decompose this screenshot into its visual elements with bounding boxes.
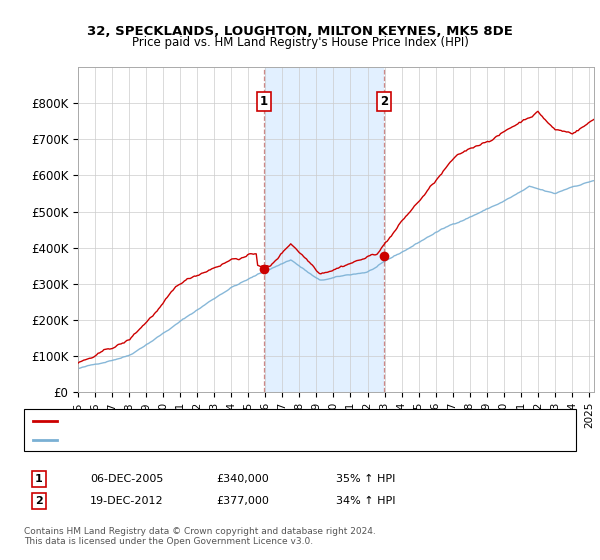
- Text: 35% ↑ HPI: 35% ↑ HPI: [336, 474, 395, 484]
- Text: 1: 1: [35, 474, 43, 484]
- Text: 2: 2: [380, 95, 388, 108]
- Text: £340,000: £340,000: [216, 474, 269, 484]
- Text: 19-DEC-2012: 19-DEC-2012: [90, 496, 164, 506]
- Text: Contains HM Land Registry data © Crown copyright and database right 2024.
This d: Contains HM Land Registry data © Crown c…: [24, 526, 376, 546]
- Text: HPI: Average price, detached house, Milton Keynes: HPI: Average price, detached house, Milt…: [63, 435, 328, 445]
- Text: 32, SPECKLANDS, LOUGHTON, MILTON KEYNES, MK5 8DE (detached house): 32, SPECKLANDS, LOUGHTON, MILTON KEYNES,…: [63, 416, 455, 426]
- Text: 34% ↑ HPI: 34% ↑ HPI: [336, 496, 395, 506]
- Text: 32, SPECKLANDS, LOUGHTON, MILTON KEYNES, MK5 8DE: 32, SPECKLANDS, LOUGHTON, MILTON KEYNES,…: [87, 25, 513, 38]
- Text: Price paid vs. HM Land Registry's House Price Index (HPI): Price paid vs. HM Land Registry's House …: [131, 36, 469, 49]
- Text: 1: 1: [260, 95, 268, 108]
- Text: £377,000: £377,000: [216, 496, 269, 506]
- Text: 06-DEC-2005: 06-DEC-2005: [90, 474, 163, 484]
- Text: 2: 2: [35, 496, 43, 506]
